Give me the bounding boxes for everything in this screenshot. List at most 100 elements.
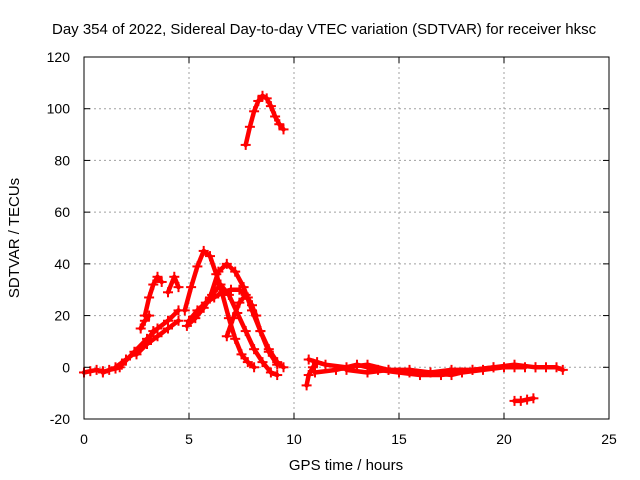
data-point xyxy=(156,276,167,287)
data-point xyxy=(522,394,533,405)
data-point xyxy=(307,362,318,373)
data-point xyxy=(270,111,281,122)
series-arc-early xyxy=(139,271,167,321)
data-point xyxy=(257,357,268,368)
data-point xyxy=(515,395,526,406)
series-tail-end xyxy=(530,362,568,375)
data-point xyxy=(205,251,215,262)
series-late-band-3 xyxy=(341,362,530,378)
data-point xyxy=(226,284,236,295)
series-line xyxy=(165,274,181,295)
series-line xyxy=(533,365,566,373)
data-point xyxy=(221,331,232,342)
data-point xyxy=(446,364,457,375)
data-point xyxy=(253,95,264,106)
series-piece-4 xyxy=(163,271,184,298)
x-tick-label: 5 xyxy=(185,431,193,447)
data-point xyxy=(301,380,312,391)
data-point xyxy=(263,346,274,357)
data-point xyxy=(274,119,285,130)
data-point xyxy=(265,367,276,378)
data-point xyxy=(425,367,436,378)
data-point xyxy=(144,292,155,303)
grid xyxy=(84,57,609,419)
data-point xyxy=(221,258,232,269)
data-point xyxy=(320,359,331,370)
data-point xyxy=(144,310,155,321)
data-point xyxy=(240,326,251,337)
series-line xyxy=(224,292,280,367)
data-point xyxy=(249,106,260,117)
data-point xyxy=(261,93,272,104)
data-point xyxy=(278,124,289,135)
y-tick-label: 0 xyxy=(62,359,70,375)
data-point xyxy=(234,284,245,295)
series-high-arc xyxy=(240,90,289,150)
data-point xyxy=(215,279,226,290)
data-point xyxy=(528,393,539,404)
series-line xyxy=(344,365,528,375)
data-point xyxy=(341,364,352,375)
x-tick-label: 25 xyxy=(601,431,617,447)
data-point xyxy=(163,323,173,334)
data-point xyxy=(249,344,260,355)
plot-frame xyxy=(83,56,610,420)
data-point xyxy=(139,315,150,326)
data-point xyxy=(520,362,530,373)
data-point xyxy=(303,370,314,381)
data-point xyxy=(85,366,96,377)
y-tick-label: 80 xyxy=(54,152,70,168)
data-point xyxy=(230,266,241,277)
series-line xyxy=(304,359,320,388)
data-point xyxy=(152,331,163,342)
data-point xyxy=(186,282,197,293)
data-point xyxy=(198,245,209,256)
data-point xyxy=(169,271,180,282)
data-point xyxy=(184,315,194,326)
data-point xyxy=(236,349,247,360)
data-point xyxy=(352,359,362,370)
data-point xyxy=(244,121,255,132)
data-point xyxy=(247,300,257,311)
data-point xyxy=(148,279,159,290)
x-axis-label: GPS time / hours xyxy=(289,457,403,474)
x-tick-label: 15 xyxy=(391,431,407,447)
y-tick-label: 100 xyxy=(47,101,71,117)
data-point xyxy=(383,364,394,375)
data-point xyxy=(217,287,228,298)
data-point xyxy=(135,323,146,334)
data-point xyxy=(404,364,415,375)
data-point xyxy=(551,362,562,373)
y-tick-label: 40 xyxy=(54,256,70,272)
data-point xyxy=(116,359,127,370)
series-line xyxy=(119,308,181,367)
data-point xyxy=(265,101,276,112)
data-point xyxy=(488,362,499,373)
data-point xyxy=(181,320,192,331)
data-point xyxy=(173,282,184,293)
data-point xyxy=(152,271,163,282)
series-arc-5 xyxy=(221,289,283,370)
data-point xyxy=(209,292,220,303)
data-point xyxy=(362,367,373,378)
data-point xyxy=(163,287,173,298)
series-rise-c xyxy=(131,315,184,360)
y-tick-label: -20 xyxy=(50,411,70,427)
data-point xyxy=(228,313,239,324)
data-point xyxy=(331,364,341,375)
data-point xyxy=(173,315,184,326)
data-point xyxy=(467,364,478,375)
y-tick-label: 120 xyxy=(47,49,71,65)
data-point xyxy=(310,367,320,378)
data-point xyxy=(255,326,266,337)
x-tick-label: 0 xyxy=(80,431,88,447)
data-point xyxy=(541,362,551,373)
data-point xyxy=(104,364,115,375)
data-point xyxy=(303,354,314,365)
x-tick-label: 20 xyxy=(496,431,512,447)
data-point xyxy=(242,357,253,368)
data-point xyxy=(272,370,283,381)
data-point xyxy=(192,261,203,272)
data-point xyxy=(530,362,541,373)
data-point xyxy=(110,362,121,373)
